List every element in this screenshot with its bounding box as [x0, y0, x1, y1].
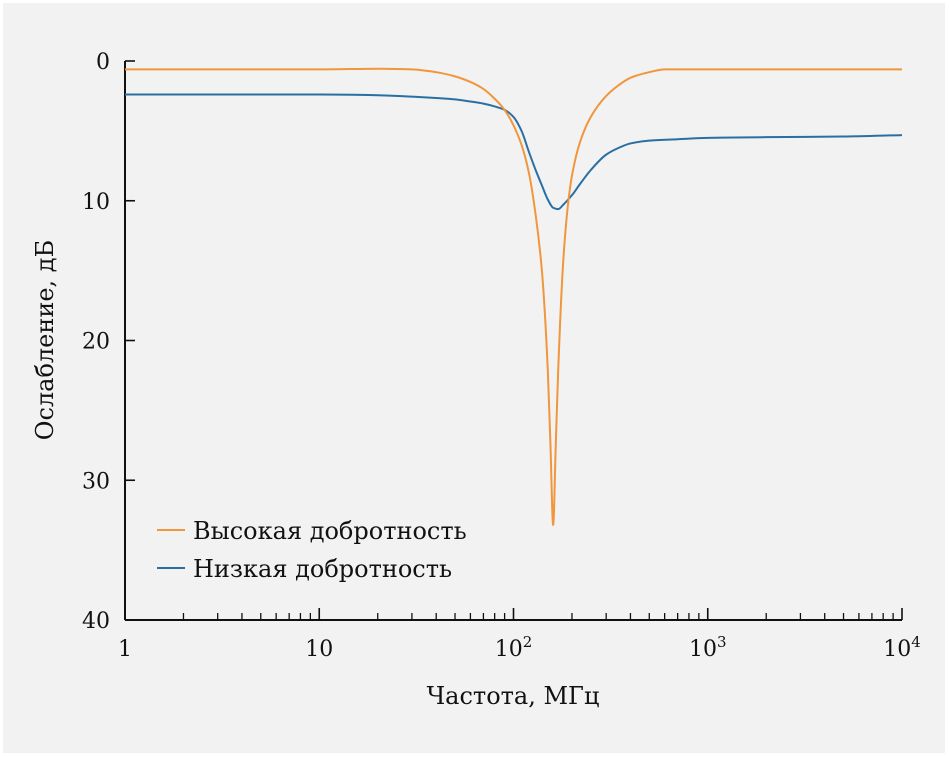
series-layer: [125, 67, 903, 526]
y-tick-label: 20: [82, 330, 110, 355]
x-tick-label: 103: [689, 633, 727, 662]
x-tick-label: 104: [883, 633, 921, 662]
x-tick-label: 102: [495, 633, 533, 662]
x-ticks: 1 10 102 103 104: [118, 608, 921, 662]
legend: Высокая добротность Низкая добротность: [157, 517, 467, 583]
x-tick-label: 10: [305, 637, 333, 662]
legend-label-low-q: Низкая добротность: [193, 555, 452, 583]
legend-label-high-q: Высокая добротность: [193, 517, 467, 545]
y-tick-label: 0: [96, 50, 110, 75]
x-axis-title: Частота, МГц: [427, 682, 600, 710]
y-tick-label: 40: [82, 609, 110, 634]
x-tick-label: 1: [118, 637, 132, 662]
chart-panel: [3, 3, 945, 753]
series-line-high-q: [125, 67, 902, 526]
y-ticks: 0 10 20 30 40: [82, 50, 135, 634]
y-tick-label: 10: [82, 190, 110, 215]
series-line-low-q: [125, 93, 903, 211]
y-axis-title: Ослабление, дБ: [31, 240, 59, 440]
y-tick-label: 30: [82, 469, 110, 494]
